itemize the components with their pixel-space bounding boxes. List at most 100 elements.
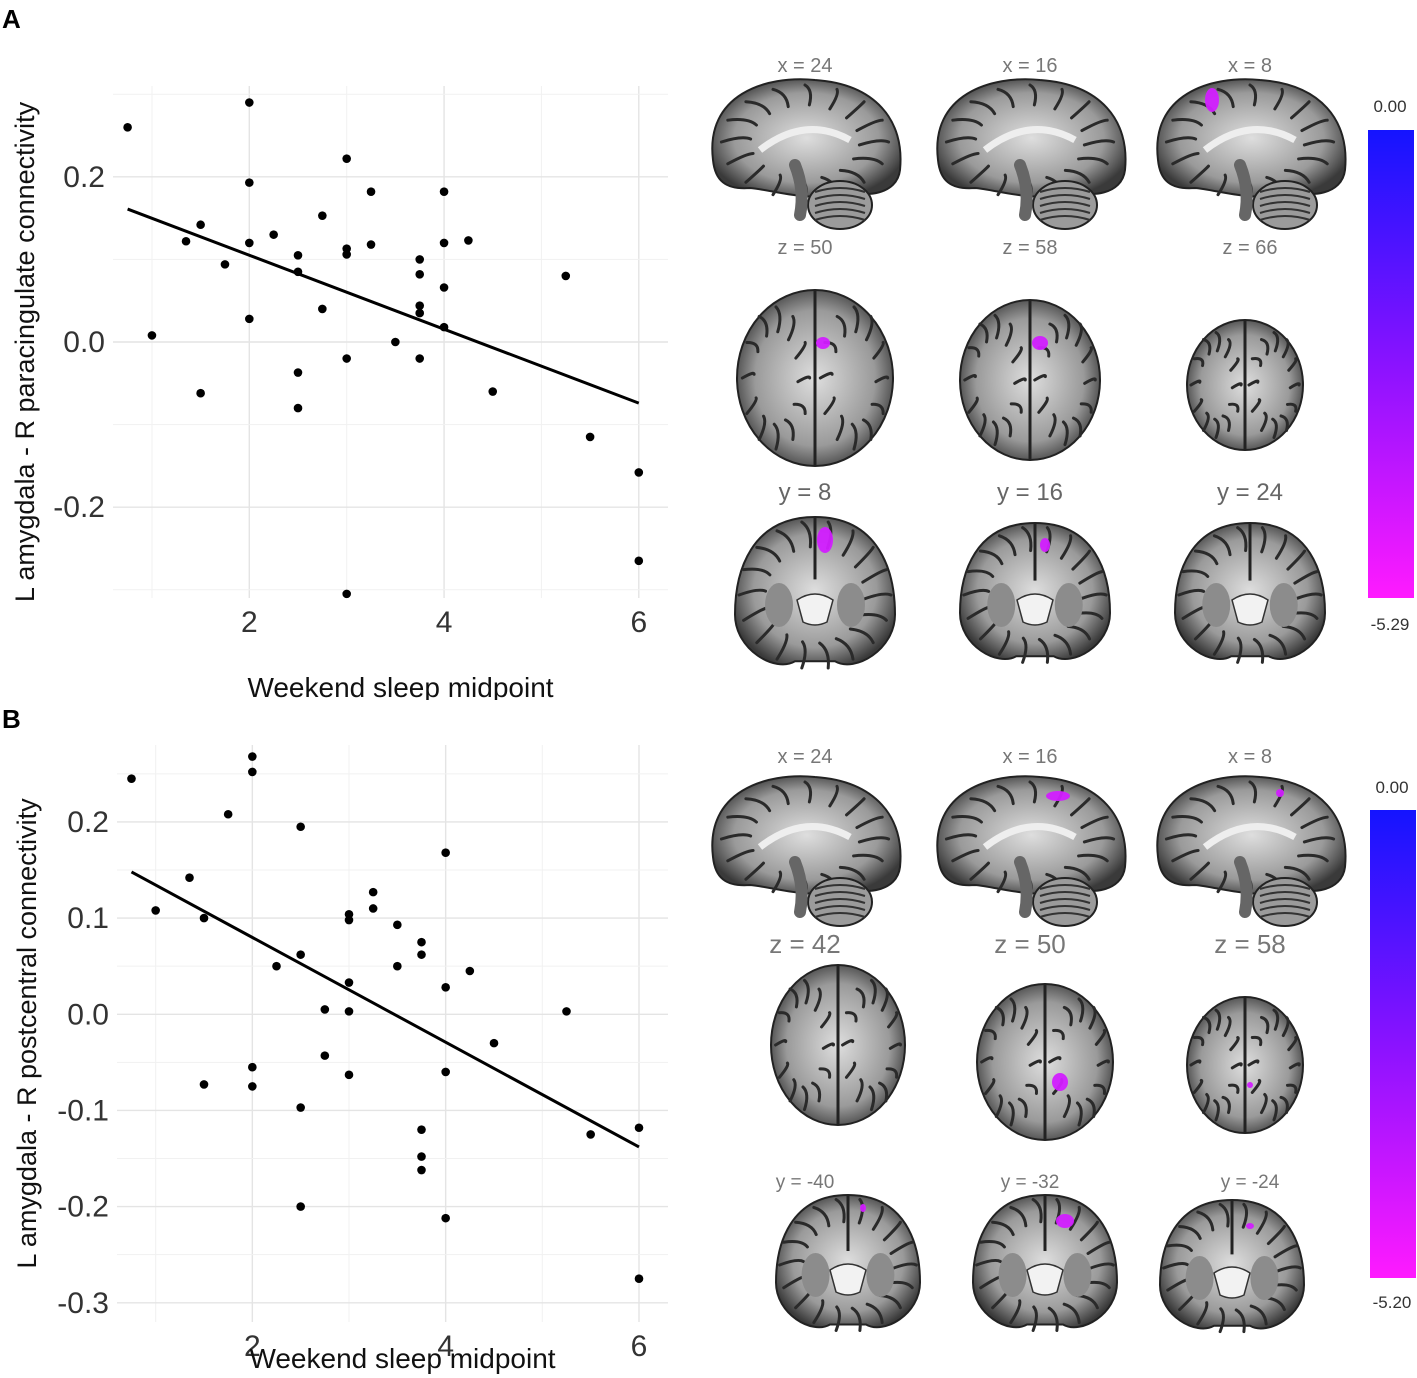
slice-label: x = 16 bbox=[1002, 746, 1057, 768]
sulcus bbox=[1294, 592, 1323, 601]
sulcus bbox=[994, 1005, 1005, 1027]
sulcus bbox=[1249, 1304, 1268, 1326]
sulcus bbox=[1162, 1262, 1189, 1270]
y-tick-label: 0.0 bbox=[63, 326, 105, 359]
sulcus bbox=[1001, 416, 1013, 438]
sulcus bbox=[1275, 1265, 1302, 1273]
sulcus bbox=[1283, 865, 1311, 881]
sulcus bbox=[1216, 173, 1228, 197]
data-point bbox=[151, 906, 160, 915]
sulcus bbox=[887, 1011, 899, 1029]
sulcus bbox=[1063, 168, 1091, 184]
corpus-callosum bbox=[1202, 823, 1297, 850]
sulcus bbox=[1250, 398, 1262, 413]
sulcus bbox=[775, 529, 796, 553]
sulcus bbox=[1274, 534, 1288, 560]
sulcus bbox=[811, 1081, 822, 1103]
sulcus bbox=[1255, 1210, 1268, 1235]
corpus-callosum bbox=[757, 126, 852, 153]
data-point bbox=[561, 271, 571, 281]
sulcus bbox=[1201, 338, 1212, 356]
sulcus bbox=[1011, 346, 1023, 364]
slice-label: z = 58 bbox=[1002, 237, 1057, 259]
sulcus bbox=[1302, 139, 1336, 147]
sulcus bbox=[997, 630, 1011, 656]
data-point bbox=[586, 1130, 595, 1139]
ventricles bbox=[1026, 1263, 1064, 1296]
sulcus bbox=[966, 569, 995, 578]
sulcus bbox=[1297, 853, 1329, 863]
sulcus bbox=[1061, 420, 1069, 447]
sulcus bbox=[726, 151, 755, 166]
sulcus bbox=[1026, 1029, 1039, 1046]
sulcus bbox=[1063, 313, 1071, 340]
data-point bbox=[391, 337, 400, 347]
sulcus bbox=[991, 420, 999, 447]
sulcus bbox=[1216, 784, 1235, 806]
sulcus bbox=[1266, 1224, 1286, 1246]
sulcus bbox=[1300, 118, 1329, 133]
data-point bbox=[342, 589, 351, 599]
folia bbox=[1259, 187, 1311, 193]
sulcus bbox=[834, 637, 855, 661]
sulcus bbox=[1070, 100, 1091, 120]
corpus-callosum bbox=[757, 823, 852, 850]
sulcus bbox=[845, 797, 866, 817]
sulcus bbox=[1074, 322, 1083, 347]
data-point bbox=[417, 950, 426, 959]
activation-cluster bbox=[816, 337, 830, 349]
sulcus bbox=[1302, 836, 1336, 844]
sulcus bbox=[1216, 87, 1235, 109]
slice-label: x = 8 bbox=[1228, 746, 1272, 768]
folia bbox=[814, 208, 866, 214]
data-point bbox=[196, 388, 205, 398]
data-point bbox=[196, 220, 205, 230]
data-point bbox=[585, 432, 595, 442]
sulcus bbox=[871, 1205, 884, 1231]
sulcus bbox=[1166, 1243, 1193, 1252]
sulcus bbox=[967, 346, 981, 358]
sulcus bbox=[1221, 414, 1231, 432]
sulcus bbox=[812, 1205, 831, 1228]
sulcus bbox=[726, 848, 755, 863]
sulcus bbox=[862, 592, 893, 601]
sulcus bbox=[771, 87, 790, 109]
sulcus bbox=[1028, 1059, 1042, 1067]
basal-ganglia bbox=[1054, 583, 1083, 627]
sulcus bbox=[828, 784, 839, 808]
sulcus bbox=[870, 978, 877, 1005]
sulcus bbox=[1059, 534, 1073, 560]
sulcus bbox=[996, 173, 1008, 197]
x-axis-label: Weekend sleep midpoint bbox=[247, 672, 553, 700]
slice-label: z = 58 bbox=[1214, 929, 1286, 959]
sulcus bbox=[1007, 1101, 1015, 1127]
sulcus bbox=[1062, 1005, 1073, 1027]
sulcus bbox=[835, 414, 845, 442]
sulcus bbox=[861, 418, 873, 442]
sulcus bbox=[1009, 1299, 1022, 1325]
sulcus bbox=[1229, 1036, 1240, 1052]
sulcus bbox=[1272, 331, 1280, 353]
sulcus bbox=[1062, 1094, 1072, 1119]
data-point bbox=[344, 1007, 354, 1016]
data-point bbox=[296, 1202, 305, 1211]
sulcus bbox=[1177, 588, 1206, 597]
sulcus bbox=[1189, 379, 1202, 387]
sulcus bbox=[1192, 1035, 1205, 1047]
data-point bbox=[368, 904, 378, 913]
sulcus bbox=[978, 549, 1004, 566]
sulcus bbox=[1281, 338, 1290, 359]
sulcus bbox=[874, 375, 890, 384]
slice-label: x = 24 bbox=[777, 55, 832, 77]
sulcus bbox=[844, 1011, 858, 1023]
data-point bbox=[344, 978, 354, 987]
sulcus bbox=[1216, 870, 1228, 894]
sulcus bbox=[861, 568, 888, 584]
sulcus bbox=[1230, 382, 1243, 390]
sulcus bbox=[1171, 118, 1203, 127]
sulcus bbox=[1078, 570, 1104, 585]
sulcus bbox=[803, 780, 813, 804]
data-point bbox=[488, 387, 498, 396]
sulcus bbox=[991, 1220, 1015, 1237]
